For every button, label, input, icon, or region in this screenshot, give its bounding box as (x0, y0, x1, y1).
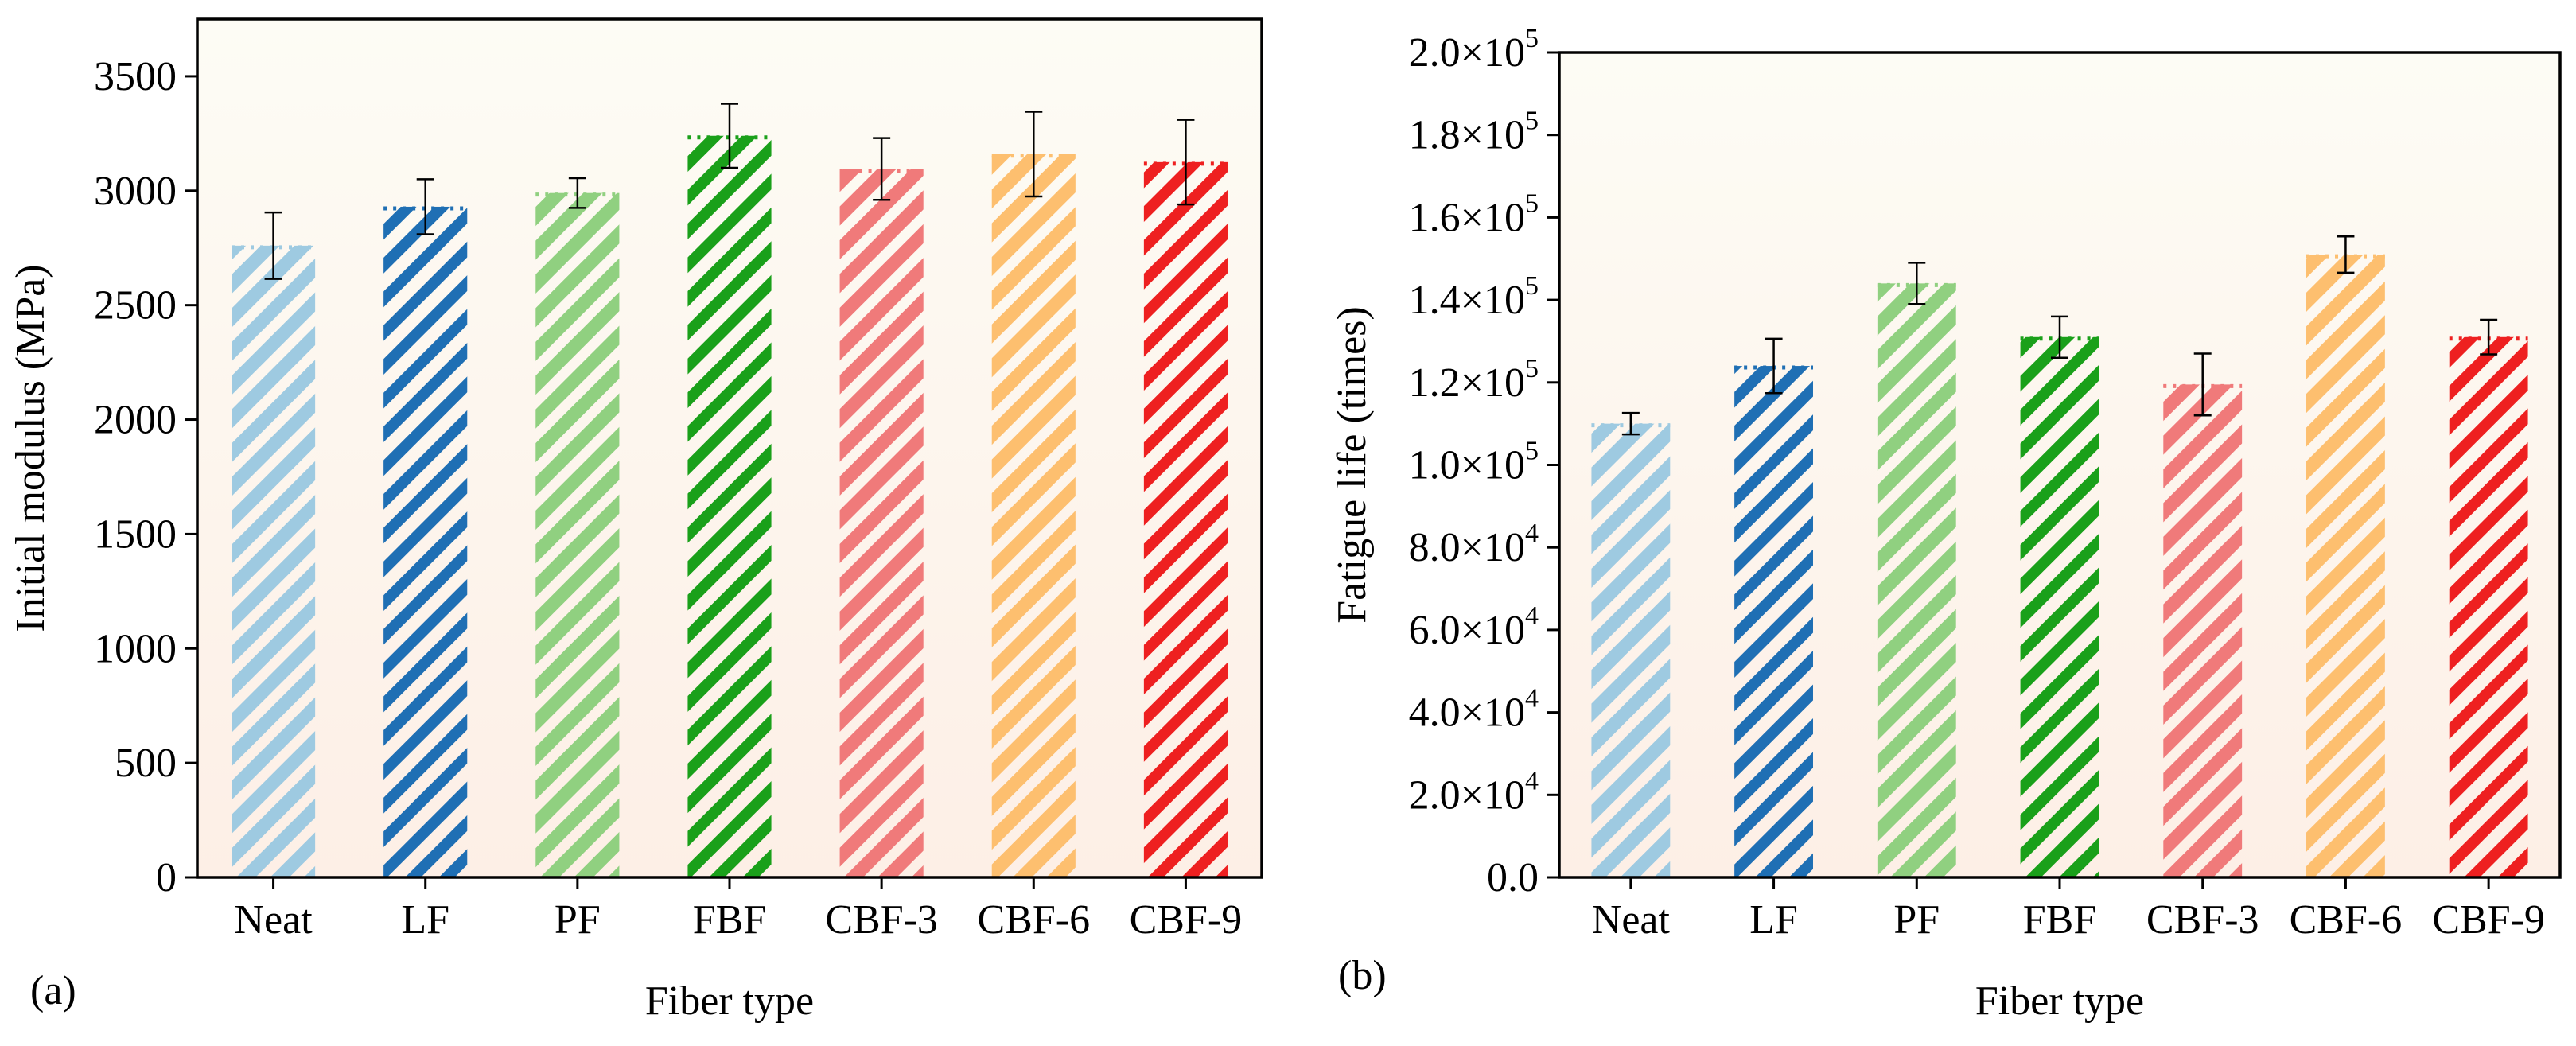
y-tick-label: 2.0×105 (1409, 24, 1539, 76)
y-axis-title: Fatigue life (times) (1329, 306, 1375, 624)
x-tick-label: FBF (2023, 897, 2097, 943)
error-bar (2193, 352, 2212, 417)
plot-frame (196, 17, 1263, 879)
x-axis-title: Fiber type (1975, 978, 2144, 1024)
y-tick-mantissa: 2.0×10 (1409, 30, 1525, 76)
y-tick-label: 0 (156, 855, 177, 900)
panel-label: (a) (30, 968, 76, 1013)
bar-neat (232, 245, 316, 878)
error-bar (1621, 411, 1640, 436)
y-tick-exponent: 5 (1525, 437, 1539, 466)
y-tick-label: 1.8×105 (1409, 107, 1539, 158)
x-tick-label: PF (555, 897, 601, 943)
x-tick-label: CBF-3 (2146, 897, 2259, 943)
y-tick-label: 4.0×104 (1409, 684, 1539, 736)
y-tick-exponent: 5 (1525, 271, 1539, 301)
y-tick-label: 1.4×105 (1409, 271, 1539, 323)
bar-cbf-6 (2306, 255, 2385, 877)
error-bar (2337, 235, 2355, 274)
error-bar (1908, 262, 1926, 305)
y-tick-mantissa: 1.6×10 (1409, 195, 1525, 240)
chart-panel-a: 0 500 1000 1500 2000 2500 3000 3500 Neat LF PF FBF C… (8, 17, 1263, 1024)
error-bar (1765, 337, 1783, 395)
bar-cbf-3 (2163, 384, 2243, 878)
y-tick-label: 1.6×105 (1409, 189, 1539, 240)
error-bar (2051, 315, 2068, 359)
x-tick-label: CBF-9 (1130, 897, 1243, 943)
bar-cbf-9 (1143, 161, 1228, 878)
y-tick-exponent: 4 (1525, 601, 1539, 631)
y-tick-label: 8.0×104 (1409, 519, 1539, 570)
y-tick-label: 1500 (94, 511, 177, 557)
y-tick-exponent: 5 (1525, 107, 1539, 136)
y-tick-mantissa: 1.0×10 (1409, 443, 1525, 488)
x-tick-label: FBF (693, 897, 767, 943)
y-tick-label: 2000 (94, 398, 177, 443)
chart-panel-b: 0.02.0×1044.0×1046.0×1048.0×1041.0×1051.… (1329, 24, 2562, 1024)
y-tick-mantissa: 6.0×10 (1409, 608, 1525, 653)
y-tick-exponent: 5 (1525, 354, 1539, 383)
bar-neat (1591, 423, 1671, 877)
error-bar (416, 178, 434, 235)
x-tick-label: CBF-6 (2290, 897, 2403, 943)
y-tick-mantissa: 1.4×10 (1409, 278, 1525, 323)
bar-lf (383, 206, 468, 877)
y-tick-label: 1000 (94, 626, 177, 671)
x-tick-label: LF (1749, 897, 1798, 943)
x-axis-title: Fiber type (645, 978, 814, 1024)
y-tick-mantissa: 1.2×10 (1409, 360, 1525, 406)
x-tick-label: CBF-6 (977, 897, 1090, 943)
y-tick-label: 1.0×105 (1409, 437, 1539, 488)
y-tick-label: 1.2×105 (1409, 354, 1539, 406)
y-tick-exponent: 5 (1525, 24, 1539, 53)
y-tick-exponent: 4 (1525, 519, 1539, 548)
error-bar (568, 177, 586, 209)
x-tick-label: CBF-9 (2432, 897, 2545, 943)
error-bar (873, 137, 891, 201)
bar-cbf-9 (2449, 336, 2528, 877)
y-tick-label: 2.0×104 (1409, 766, 1539, 818)
y-tick-mantissa: 8.0×10 (1409, 525, 1525, 570)
error-bar (264, 211, 282, 280)
plot-frame (1558, 51, 2562, 879)
panel-label: (b) (1338, 953, 1387, 998)
bar-pf (1877, 283, 1956, 877)
x-tick-label: Neat (1592, 897, 1671, 943)
error-bar (1025, 111, 1043, 198)
y-tick-label: 6.0×104 (1409, 601, 1539, 653)
error-bar (2480, 318, 2498, 356)
y-tick-exponent: 5 (1525, 189, 1539, 218)
x-tick-label: Neat (234, 897, 313, 943)
error-bar (1177, 119, 1195, 206)
y-tick-mantissa: 4.0×10 (1409, 690, 1525, 736)
y-tick-mantissa: 2.0×10 (1409, 772, 1525, 818)
y-tick-exponent: 4 (1525, 766, 1539, 795)
y-tick-mantissa: 1.8×10 (1409, 113, 1525, 158)
bar-cbf-6 (991, 154, 1076, 877)
bar-fbf (2020, 336, 2099, 877)
y-tick-label: 3500 (94, 54, 177, 99)
x-tick-label: CBF-3 (825, 897, 938, 943)
bar-cbf-3 (839, 169, 924, 877)
y-tick-exponent: 4 (1525, 684, 1539, 714)
y-tick-label: 3000 (94, 169, 177, 214)
y-tick-label: 500 (115, 741, 177, 786)
bar-pf (535, 192, 620, 877)
bar-lf (1734, 366, 1813, 877)
y-tick-mantissa: 0.0 (1487, 855, 1539, 900)
error-bar (721, 103, 738, 169)
y-axis-title: Initial modulus (MPa) (8, 264, 53, 632)
y-tick-label: 0.0 (1487, 855, 1539, 900)
bar-fbf (687, 135, 772, 877)
x-tick-label: PF (1893, 897, 1940, 943)
y-tick-label: 2500 (94, 283, 177, 329)
x-tick-label: LF (401, 897, 449, 943)
